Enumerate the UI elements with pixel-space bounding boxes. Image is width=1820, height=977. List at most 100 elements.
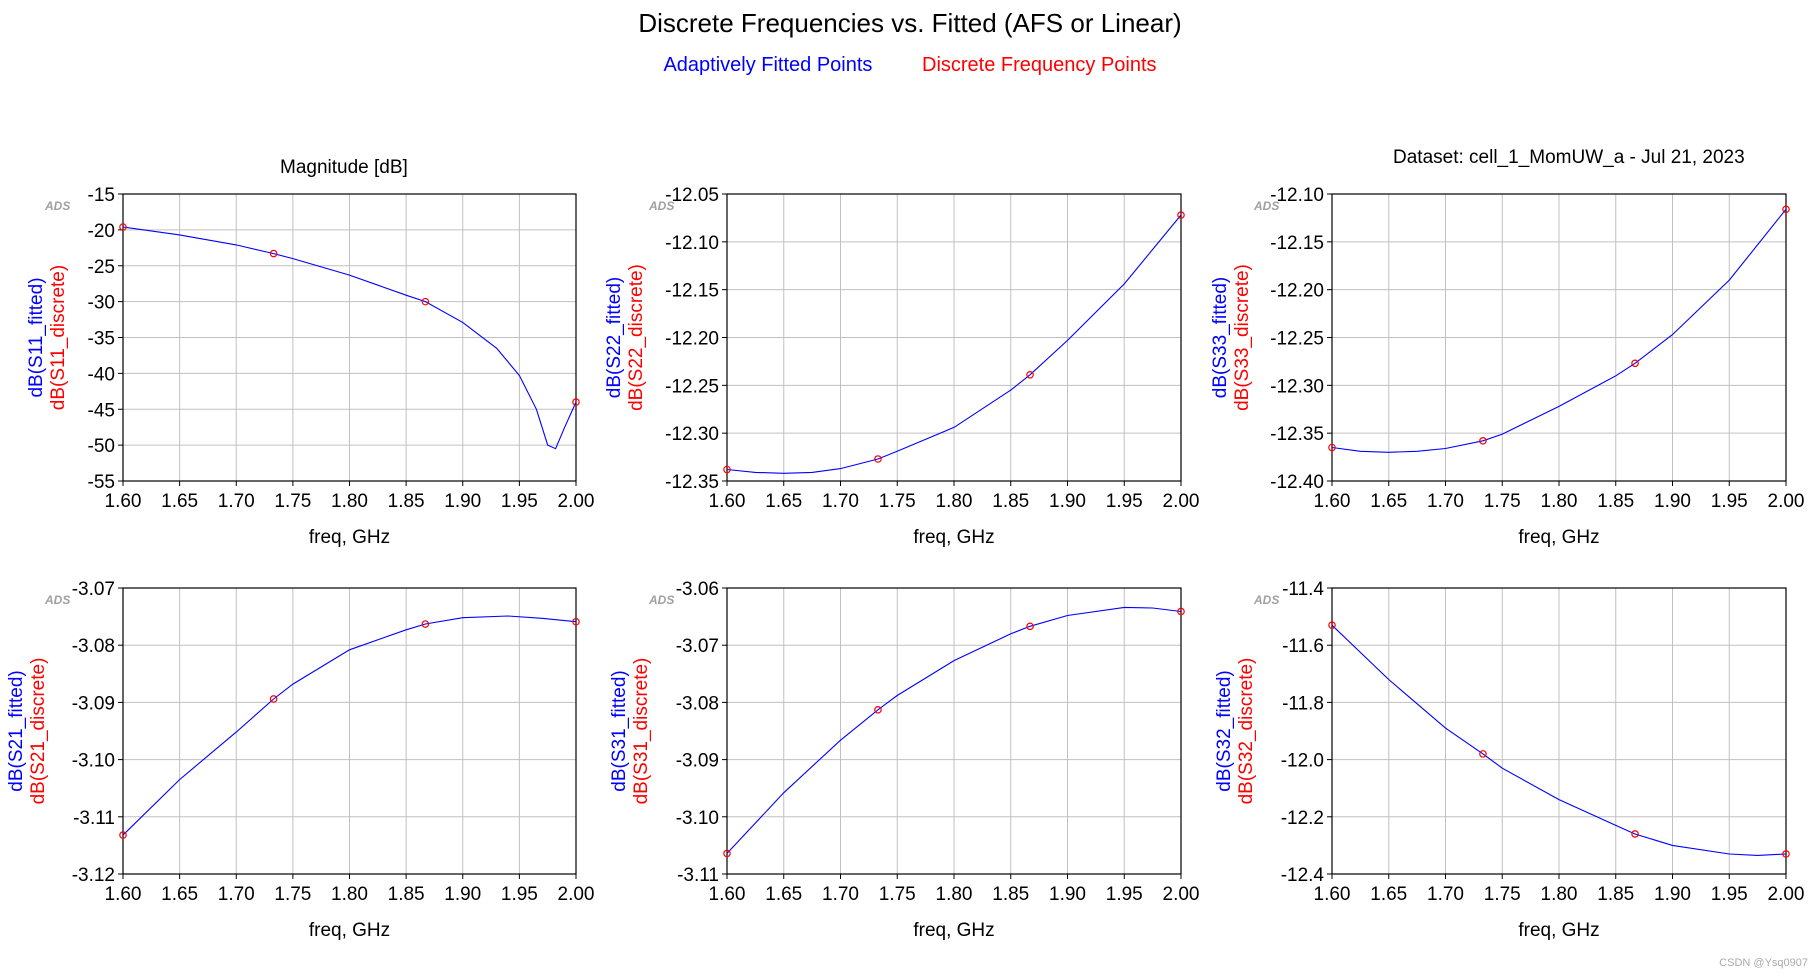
chart6-ytick-label: -11.4 — [1282, 579, 1324, 600]
chart1-xtick-label: 2.00 — [558, 491, 595, 512]
chart4-xtick-label: 2.00 — [558, 884, 595, 905]
chart5-discrete-point — [1177, 607, 1185, 616]
chart3-ads-mark: ADS — [1253, 199, 1279, 213]
chart5-xtick-label: 1.70 — [822, 884, 859, 905]
chart1-ytick-label: -50 — [88, 436, 115, 457]
chart1-ylabel-discrete: dB(S11_discrete) — [48, 265, 69, 410]
chart2-discrete-point — [1026, 371, 1034, 379]
chart6-ytick-label: -12.2 — [1281, 808, 1324, 829]
chart1-discrete-point — [269, 249, 278, 258]
chart2-xtick-label: 1.95 — [1106, 491, 1143, 512]
chart3-discrete-point — [1631, 359, 1639, 368]
chart6-discrete-point — [1631, 830, 1639, 838]
chart3-ytick-label: -12.40 — [1270, 472, 1324, 493]
chart1-xtick-label: 1.85 — [388, 491, 425, 512]
chart6-ytick-label: -12.4 — [1281, 865, 1325, 886]
chart1-ytick-label: -55 — [88, 472, 115, 493]
chart1-ytick-label: -25 — [88, 257, 115, 278]
chart4-ytick-label: -3.12 — [72, 865, 115, 886]
chart6-ylabel-fitted: dB(S32_fitted) — [1214, 670, 1235, 791]
chart3-xtick-label: 1.95 — [1711, 491, 1748, 512]
chart3-fitted-line — [1331, 208, 1787, 453]
chart1-xtick-label: 1.95 — [501, 491, 538, 512]
chart4-discrete-point — [421, 620, 430, 628]
chart2-ytick-label: -12.15 — [665, 281, 719, 302]
chart4-discrete-point — [119, 831, 127, 839]
chart6-xtick-label: 1.85 — [1597, 884, 1634, 905]
chart5-xtick-label: 2.00 — [1163, 884, 1200, 905]
chart4-discrete-point — [572, 617, 580, 626]
chart3-discrete-point — [1782, 205, 1790, 214]
chart5-xtick-label: 1.85 — [992, 884, 1029, 905]
chart2-xtick-label: 2.00 — [1163, 491, 1200, 512]
chart6-xtick-label: 1.80 — [1541, 884, 1578, 905]
chart5-fitted-line — [726, 606, 1182, 854]
chart1-fitted-line — [122, 226, 577, 450]
chart5-ylabel-discrete: dB(S31_discrete) — [631, 658, 652, 805]
dataset-label: Dataset: cell_1_MomUW_a - Jul 21, 2023 — [1393, 147, 1745, 168]
chart2-ads-mark: ADS — [648, 199, 674, 213]
chart4-discrete-point — [269, 695, 278, 703]
watermark: CSDN @Ysq0907 — [1719, 957, 1808, 969]
chart1-ytick-label: -20 — [88, 221, 115, 242]
chart2-ytick-label: -12.10 — [665, 233, 719, 254]
chart4-xtick-label: 1.85 — [388, 884, 425, 905]
chart6-ads-mark: ADS — [1253, 593, 1279, 607]
chart4-xlabel: freq, GHz — [309, 920, 390, 941]
chart2-xtick-label: 1.85 — [992, 491, 1029, 512]
chart6-xtick-label: 1.60 — [1314, 884, 1351, 905]
chart3-xtick-label: 1.90 — [1654, 491, 1691, 512]
chart2-ytick-label: -12.35 — [665, 472, 719, 493]
chart5-ytick-label: -3.09 — [676, 751, 719, 772]
chart5-ads-mark: ADS — [648, 593, 674, 607]
chart3-ytick-label: -12.10 — [1270, 185, 1324, 206]
chart5-frame — [726, 587, 1182, 875]
chart3-xtick-label: 1.75 — [1484, 491, 1521, 512]
chart6-frame — [1331, 587, 1787, 875]
chart5-ytick-label: -3.11 — [677, 865, 719, 886]
chart2-xtick-label: 1.70 — [822, 491, 859, 512]
chart5-ytick-label: -3.06 — [676, 579, 719, 600]
chart3-xtick-label: 1.65 — [1370, 491, 1407, 512]
chart1-xtick-label: 1.65 — [161, 491, 198, 512]
chart2-discrete-point — [874, 455, 882, 463]
chart1-ytick-label: -15 — [88, 185, 115, 206]
chart3-xtick-label: 1.80 — [1541, 491, 1578, 512]
chart2-xtick-label: 1.60 — [709, 491, 746, 512]
panel-title: Magnitude [dB] — [280, 157, 408, 178]
chart5-xtick-label: 1.90 — [1049, 884, 1086, 905]
chart2-discrete-point — [723, 465, 731, 474]
chart3-ylabel-fitted: dB(S33_fitted) — [1210, 277, 1231, 398]
legend-discrete: Discrete Frequency Points — [922, 54, 1157, 76]
chart4-xtick-label: 1.95 — [501, 884, 538, 905]
chart4-ylabel-fitted: dB(S21_fitted) — [6, 670, 27, 791]
chart3-ytick-label: -12.30 — [1270, 376, 1324, 397]
chart6-ylabel-discrete: dB(S32_discrete) — [1236, 658, 1257, 805]
chart5-ytick-label: -3.08 — [676, 693, 719, 714]
chart5-xtick-label: 1.65 — [765, 884, 802, 905]
chart5-xtick-label: 1.80 — [936, 884, 973, 905]
chart3-xtick-label: 1.70 — [1427, 491, 1464, 512]
chart4-ads-mark: ADS — [44, 593, 70, 607]
chart1-xtick-label: 1.60 — [105, 491, 142, 512]
chart1-xlabel: freq, GHz — [309, 527, 390, 548]
chart1-xtick-label: 1.80 — [331, 491, 368, 512]
chart6-xtick-label: 1.65 — [1370, 884, 1407, 905]
chart5-xtick-label: 1.60 — [709, 884, 746, 905]
chart1-ytick-label: -35 — [88, 329, 115, 350]
chart3-ytick-label: -12.20 — [1270, 281, 1324, 302]
chart3-ylabel-discrete: dB(S33_discrete) — [1232, 264, 1253, 411]
chart6-xtick-label: 1.70 — [1427, 884, 1464, 905]
chart6-discrete-point — [1782, 850, 1790, 858]
chart3-ytick-label: -12.35 — [1270, 424, 1324, 445]
chart4-xtick-label: 1.60 — [105, 884, 142, 905]
chart2-ytick-label: -12.25 — [665, 376, 719, 397]
chart3-ytick-label: -12.25 — [1270, 329, 1324, 350]
chart4-xtick-label: 1.65 — [161, 884, 198, 905]
page-title: Discrete Frequencies vs. Fitted (AFS or … — [638, 8, 1182, 38]
chart3-xtick-label: 2.00 — [1768, 491, 1805, 512]
chart6-discrete-point — [1479, 750, 1487, 758]
chart1-xtick-label: 1.90 — [444, 491, 481, 512]
chart2-discrete-point — [1177, 211, 1185, 219]
